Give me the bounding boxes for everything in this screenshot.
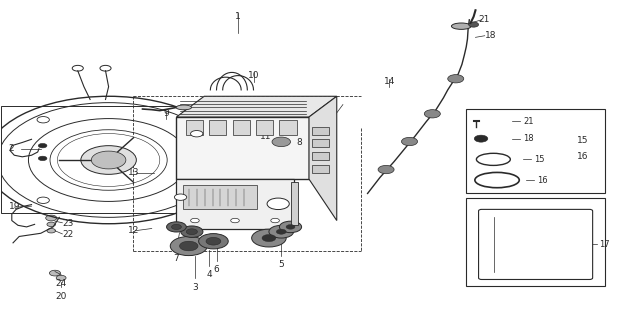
Text: 4: 4 — [206, 270, 212, 279]
Circle shape — [262, 235, 276, 242]
Circle shape — [91, 151, 126, 169]
Bar — [312, 139, 329, 147]
Bar — [312, 152, 329, 160]
Bar — [312, 126, 329, 134]
Circle shape — [190, 218, 199, 223]
Text: 6: 6 — [214, 265, 219, 274]
Text: 20: 20 — [56, 292, 67, 301]
Circle shape — [38, 156, 47, 161]
Text: 18: 18 — [485, 31, 496, 40]
Circle shape — [474, 135, 488, 142]
Circle shape — [279, 221, 302, 233]
Circle shape — [267, 198, 289, 210]
Bar — [279, 120, 297, 134]
Circle shape — [271, 218, 279, 223]
Bar — [312, 165, 329, 173]
Circle shape — [47, 228, 56, 233]
Text: 24: 24 — [56, 279, 67, 288]
Circle shape — [46, 215, 57, 221]
Text: 3: 3 — [192, 283, 198, 292]
Text: 21: 21 — [523, 116, 533, 126]
Circle shape — [81, 146, 137, 174]
Bar — [466, 109, 605, 194]
Circle shape — [56, 275, 66, 280]
Text: 12: 12 — [128, 226, 140, 235]
Text: 7: 7 — [174, 254, 179, 263]
Circle shape — [252, 229, 286, 247]
Circle shape — [206, 237, 221, 245]
Bar — [176, 179, 294, 228]
Bar — [209, 120, 226, 134]
Circle shape — [186, 229, 197, 235]
Circle shape — [37, 116, 49, 123]
Polygon shape — [309, 96, 337, 220]
Circle shape — [198, 234, 228, 249]
Ellipse shape — [451, 23, 471, 29]
Circle shape — [468, 22, 478, 27]
Bar — [176, 117, 309, 179]
Circle shape — [49, 270, 61, 276]
Circle shape — [269, 225, 294, 238]
Circle shape — [272, 137, 290, 147]
Circle shape — [402, 137, 418, 146]
Circle shape — [179, 241, 198, 251]
Circle shape — [167, 222, 186, 232]
Bar — [1, 106, 210, 212]
Text: 17: 17 — [577, 253, 589, 262]
Text: 23: 23 — [62, 219, 74, 228]
Bar — [232, 120, 250, 134]
Ellipse shape — [176, 105, 192, 110]
Text: 5: 5 — [278, 260, 284, 269]
Circle shape — [38, 143, 47, 148]
Circle shape — [172, 224, 181, 229]
Text: 15: 15 — [534, 155, 544, 164]
Circle shape — [174, 194, 187, 200]
Circle shape — [425, 110, 441, 118]
Text: 18: 18 — [523, 134, 533, 143]
Bar — [182, 186, 256, 209]
Text: 15: 15 — [577, 136, 589, 145]
Circle shape — [171, 236, 207, 256]
Circle shape — [231, 218, 239, 223]
Text: 1: 1 — [235, 12, 241, 21]
Polygon shape — [176, 96, 337, 117]
Bar — [256, 120, 273, 134]
Circle shape — [276, 229, 286, 234]
Text: 10: 10 — [248, 71, 260, 80]
Circle shape — [47, 222, 56, 227]
Text: 17: 17 — [599, 240, 609, 249]
Text: 9: 9 — [163, 109, 169, 118]
Text: 11: 11 — [260, 132, 271, 140]
Bar — [290, 182, 298, 225]
Text: 16: 16 — [537, 176, 548, 185]
Bar — [185, 120, 203, 134]
Text: 8: 8 — [297, 138, 302, 147]
Text: 21: 21 — [478, 15, 490, 24]
Circle shape — [180, 226, 203, 237]
Text: 16: 16 — [577, 152, 589, 161]
Text: 2: 2 — [9, 144, 14, 153]
Circle shape — [37, 197, 49, 204]
Text: 22: 22 — [62, 230, 74, 239]
Circle shape — [378, 165, 394, 174]
Text: 14: 14 — [384, 77, 395, 86]
Circle shape — [447, 75, 464, 83]
Circle shape — [286, 225, 295, 229]
FancyBboxPatch shape — [478, 209, 593, 279]
Bar — [466, 198, 605, 286]
Text: 19: 19 — [9, 202, 20, 211]
Text: 13: 13 — [128, 168, 140, 177]
Circle shape — [190, 131, 203, 137]
